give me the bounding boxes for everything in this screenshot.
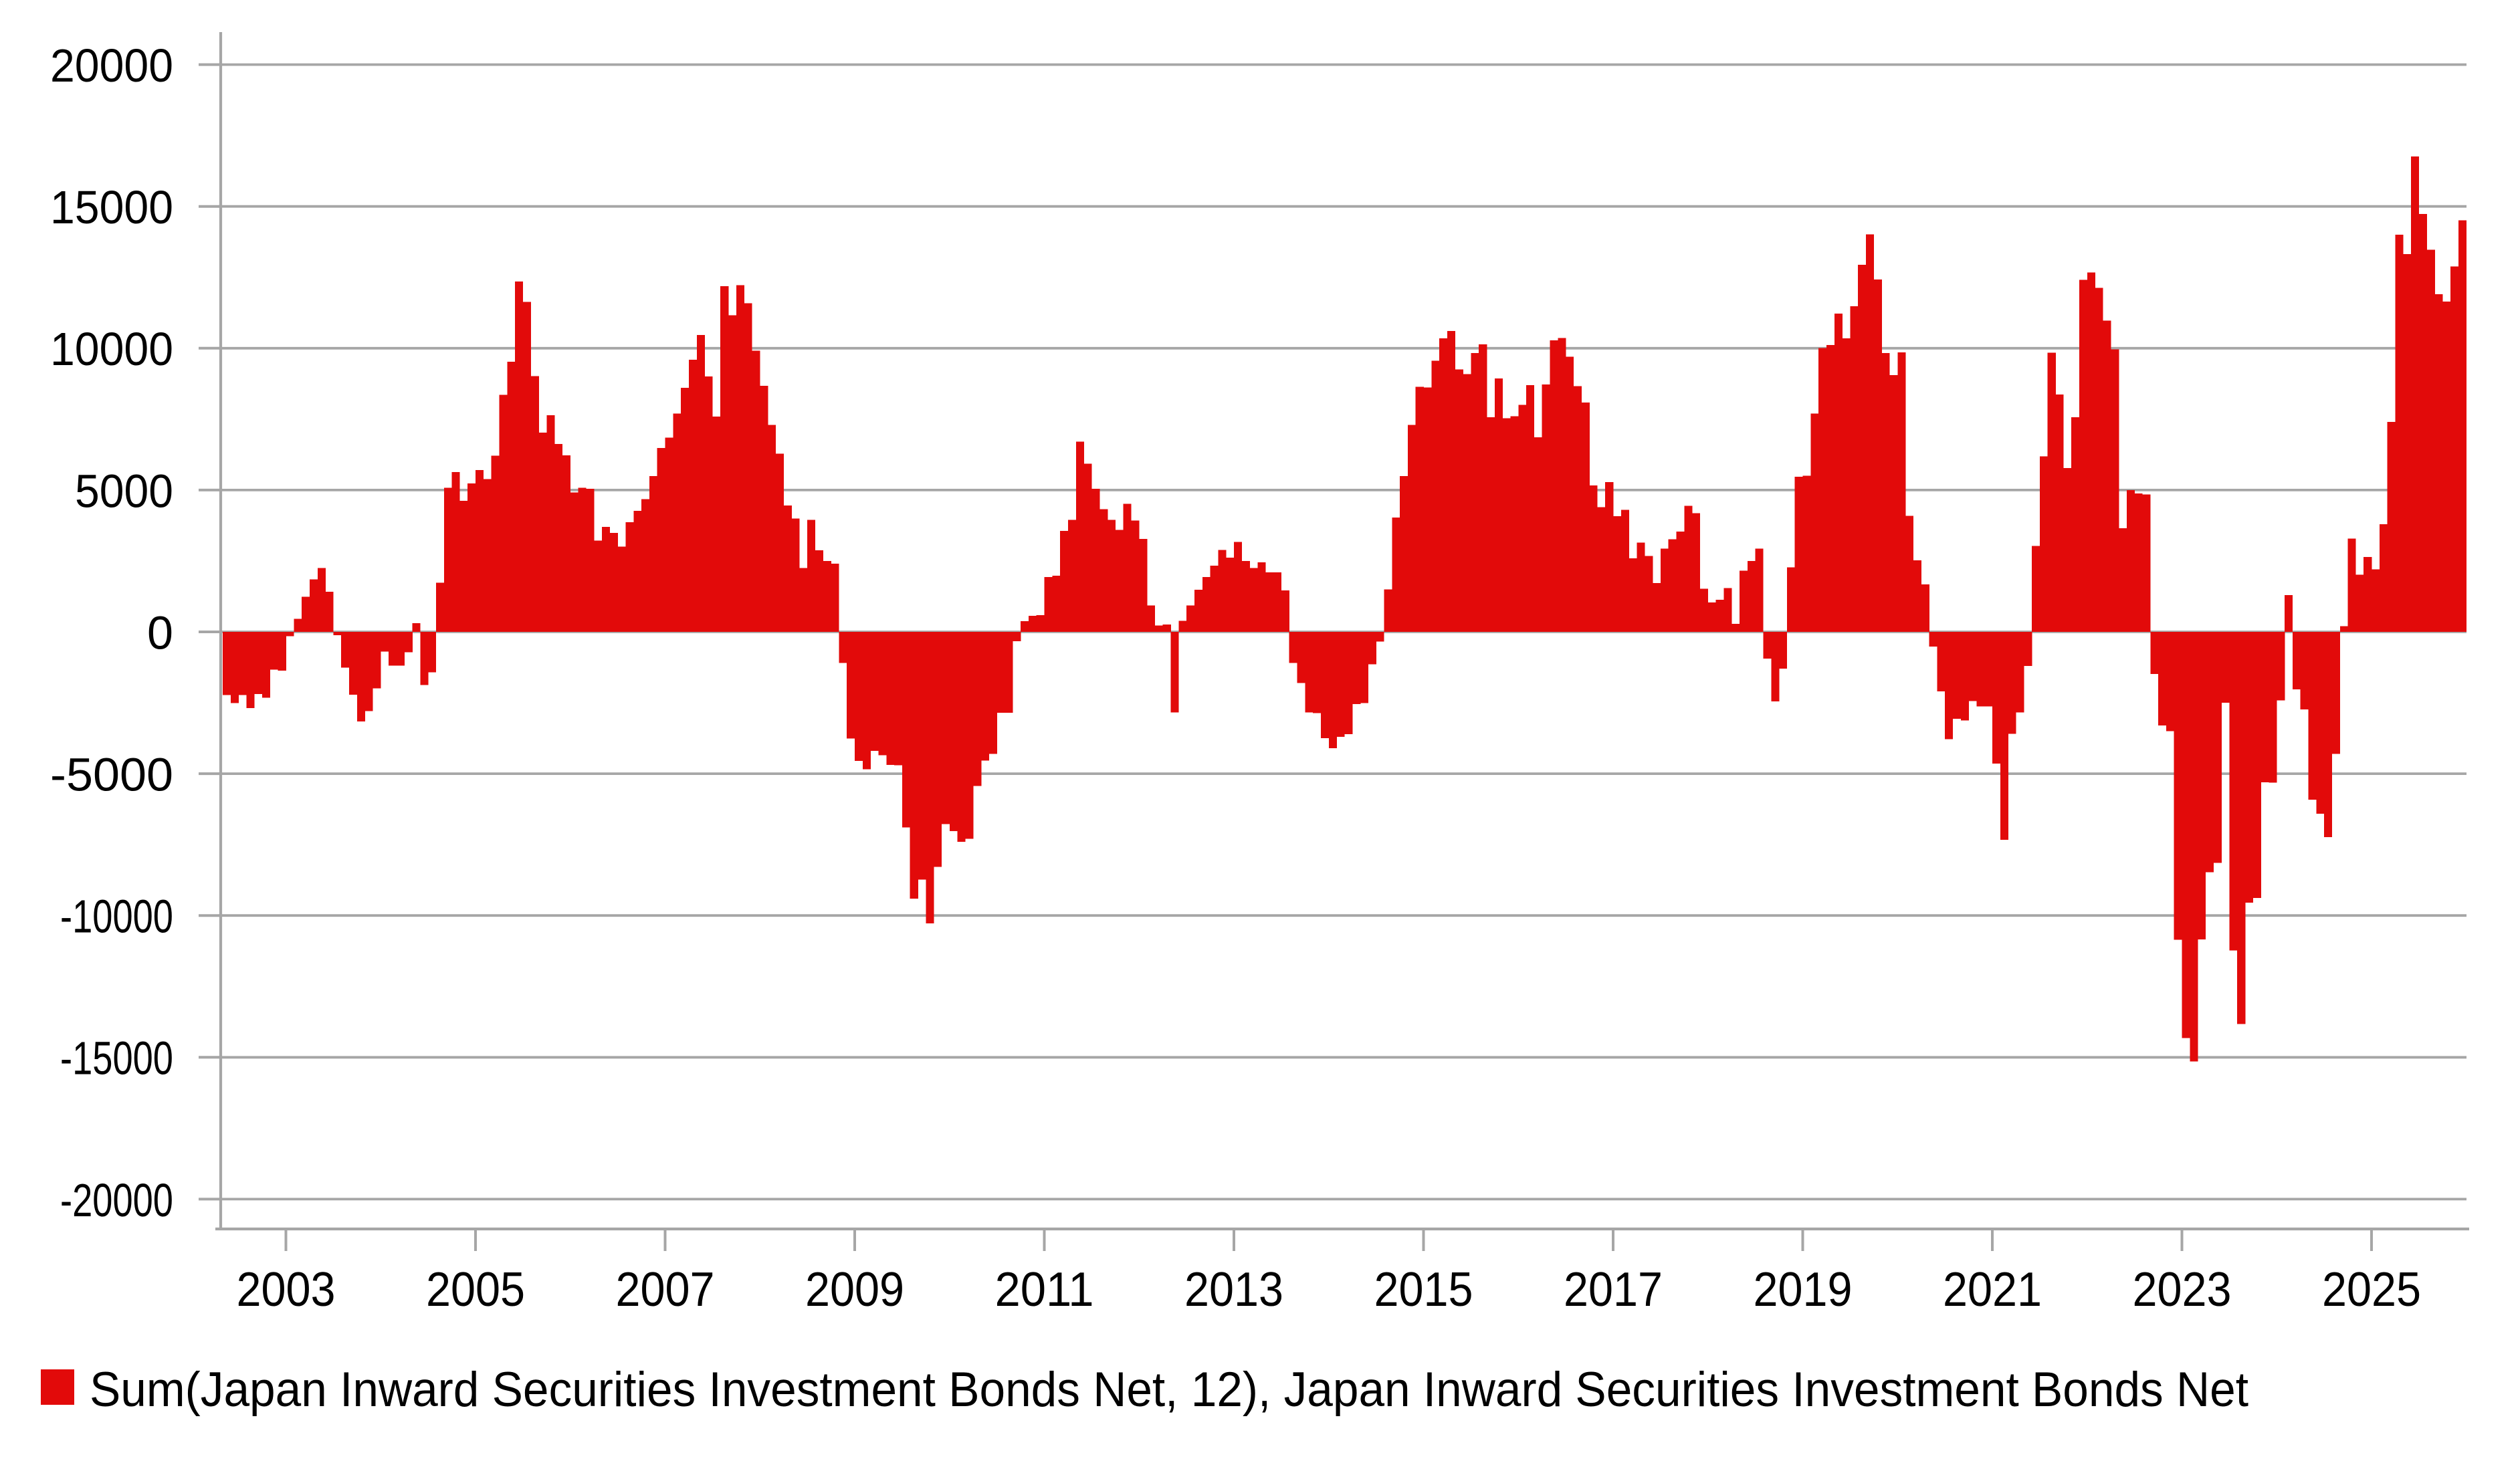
svg-text:15000: 15000 [50, 181, 173, 233]
svg-text:20000: 20000 [50, 39, 173, 92]
svg-text:2007: 2007 [616, 1263, 715, 1317]
svg-text:2009: 2009 [805, 1263, 904, 1317]
svg-text:2019: 2019 [1754, 1263, 1853, 1317]
svg-text:2003: 2003 [237, 1263, 336, 1317]
svg-text:2017: 2017 [1564, 1263, 1663, 1317]
svg-text:2025: 2025 [2322, 1263, 2421, 1317]
svg-text:0: 0 [147, 606, 173, 659]
svg-text:5000: 5000 [75, 465, 173, 517]
svg-text:2015: 2015 [1374, 1263, 1473, 1317]
svg-text:-15000: -15000 [60, 1032, 173, 1085]
svg-text:Sum(Japan Inward Securities In: Sum(Japan Inward Securities Investment B… [90, 1363, 2248, 1417]
svg-text:-10000: -10000 [60, 891, 173, 943]
svg-text:2023: 2023 [2133, 1263, 2232, 1317]
svg-text:10000: 10000 [50, 323, 173, 375]
svg-text:-20000: -20000 [60, 1174, 173, 1226]
svg-text:2011: 2011 [995, 1263, 1094, 1317]
svg-text:-5000: -5000 [50, 749, 173, 801]
svg-text:2005: 2005 [426, 1263, 525, 1317]
svg-text:2013: 2013 [1184, 1263, 1283, 1317]
svg-text:2021: 2021 [1943, 1263, 2042, 1317]
